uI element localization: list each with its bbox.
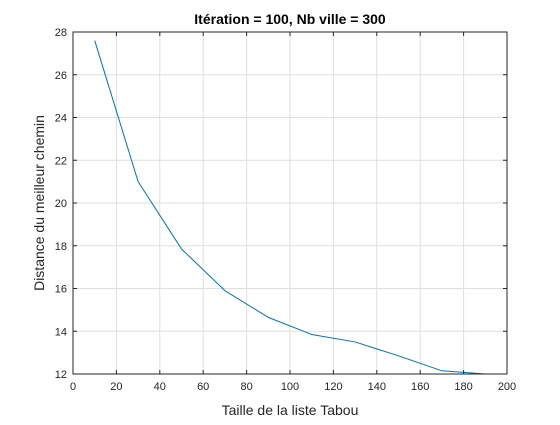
y-tick-label: 16 (55, 284, 67, 296)
ticks: 0 20 40 60 80 100 120 140 160 180 200 12 14 16 18 20 22 2… (55, 27, 516, 393)
x-tick-label: 60 (197, 381, 209, 393)
chart-title: Itération = 100, Nb ville = 300 (194, 11, 386, 27)
x-tick-label: 180 (454, 381, 472, 393)
x-tick-label: 20 (110, 381, 122, 393)
series-line (94, 40, 486, 375)
grid (72, 31, 508, 375)
x-tick-label: 120 (324, 381, 342, 393)
y-tick-label: 24 (55, 113, 67, 125)
y-tick-label: 14 (55, 326, 67, 338)
x-tick-label: 0 (70, 381, 76, 393)
y-axis-label: Distance du meilleur chemin (31, 115, 47, 291)
y-tick-label: 12 (55, 369, 67, 381)
y-tick-label: 22 (55, 155, 67, 167)
series-layer (94, 40, 486, 375)
x-tick-label: 80 (240, 381, 252, 393)
y-tick-label: 20 (55, 198, 67, 210)
x-tick-label: 160 (411, 381, 429, 393)
x-tick-label: 140 (368, 381, 386, 393)
y-tick-label: 18 (55, 241, 67, 253)
y-tick-label: 28 (55, 27, 67, 39)
y-tick-label: 26 (55, 70, 67, 82)
x-tick-label: 200 (498, 381, 516, 393)
x-tick-label: 100 (281, 381, 299, 393)
x-axis-label: Taille de la liste Tabou (222, 402, 359, 418)
x-tick-label: 40 (154, 381, 166, 393)
